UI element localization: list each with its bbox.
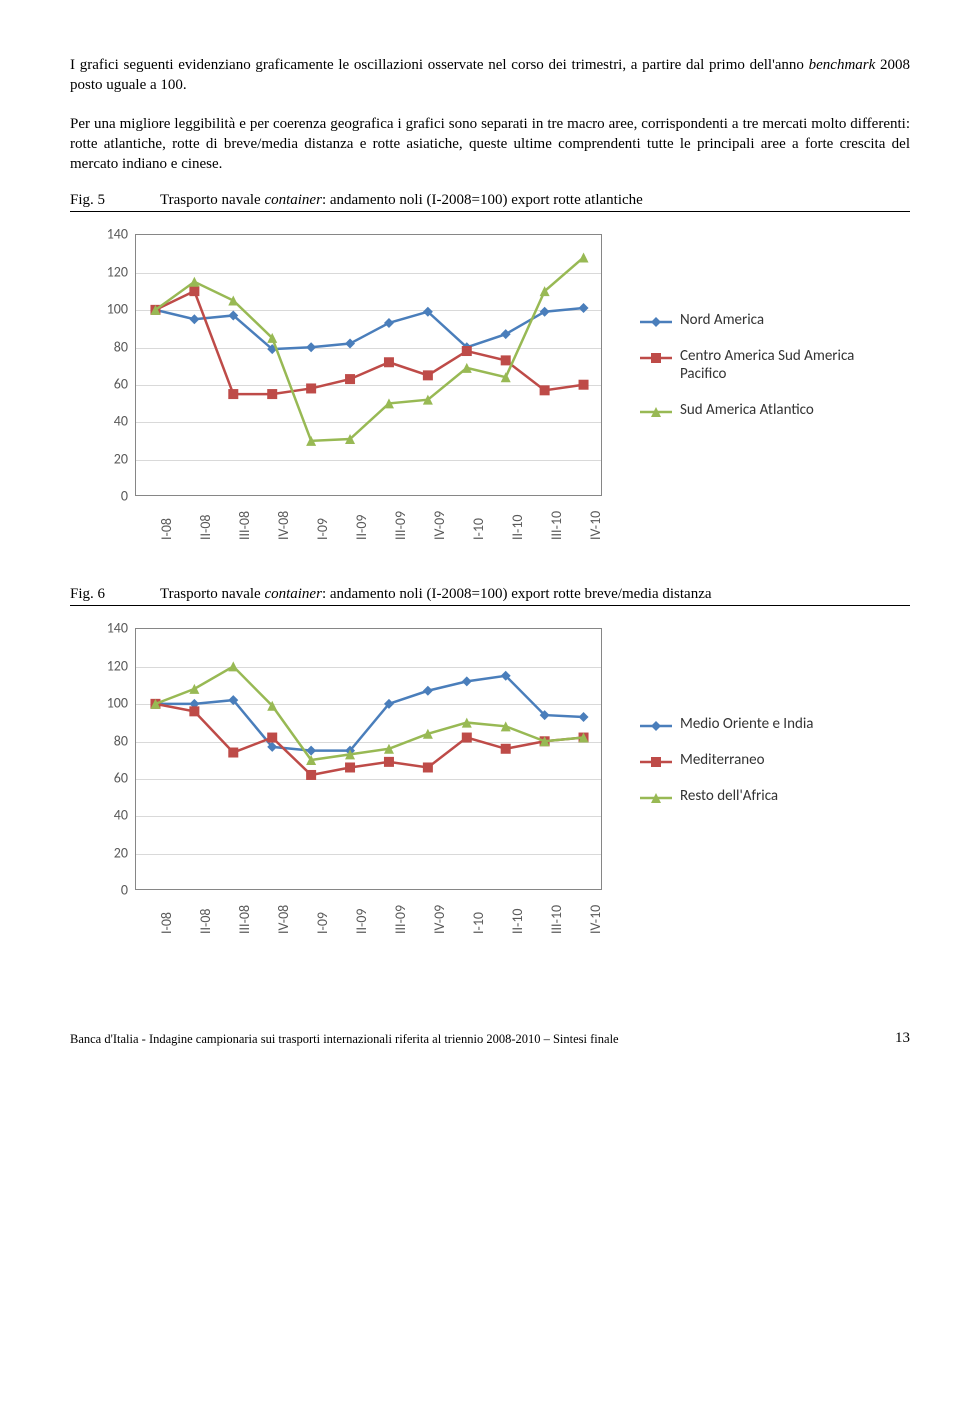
ytick-label: 0 bbox=[90, 488, 128, 505]
page-number: 13 bbox=[895, 1030, 910, 1047]
fig5-label: Fig. 5 bbox=[70, 192, 160, 209]
ytick-label: 80 bbox=[90, 732, 128, 749]
xtick-label: IV-10 bbox=[587, 511, 603, 540]
xtick-label: II-08 bbox=[197, 515, 213, 541]
ytick-label: 140 bbox=[90, 226, 128, 243]
legend-item: Medio Oriente e India bbox=[640, 715, 813, 733]
ytick-label: 80 bbox=[90, 338, 128, 355]
xtick-label: III-10 bbox=[548, 905, 564, 934]
ytick-label: 0 bbox=[90, 882, 128, 899]
legend-item: Sud America Atlantico bbox=[640, 401, 860, 419]
page-footer: Banca d'Italia - Indagine campionaria su… bbox=[70, 1030, 910, 1047]
fig6-title: Trasporto navale container: andamento no… bbox=[160, 586, 712, 603]
xtick-label: IV-09 bbox=[431, 905, 447, 934]
xtick-label: I-09 bbox=[314, 518, 330, 540]
xtick-label: IV-10 bbox=[587, 905, 603, 934]
xtick-label: II-10 bbox=[509, 909, 525, 935]
ytick-label: 120 bbox=[90, 657, 128, 674]
legend-item: Resto dell'Africa bbox=[640, 787, 813, 805]
legend-label: Nord America bbox=[680, 311, 764, 329]
fig5-title: Trasporto navale container: andamento no… bbox=[160, 192, 643, 209]
xtick-label: IV-08 bbox=[275, 905, 291, 934]
legend-label: Mediterraneo bbox=[680, 751, 765, 769]
legend-label: Resto dell'Africa bbox=[680, 787, 778, 805]
legend-label: Sud America Atlantico bbox=[680, 401, 814, 419]
chart-fig6: 0 20 40 60 80 100 120 140 I-08 II-08 III-08 IV-08 I-… bbox=[90, 620, 910, 950]
fig6-caption: Fig. 6 Trasporto navale container: andam… bbox=[70, 586, 910, 606]
legend-label: Medio Oriente e India bbox=[680, 715, 813, 733]
xtick-label: III-08 bbox=[236, 905, 252, 934]
intro-paragraph-1: I grafici seguenti evidenziano graficame… bbox=[70, 55, 910, 96]
legend-label: Centro America Sud America Pacifico bbox=[680, 347, 860, 383]
p1-a: I grafici seguenti evidenziano graficame… bbox=[70, 57, 809, 73]
xtick-label: I-08 bbox=[158, 912, 174, 934]
xtick-label: I-10 bbox=[470, 518, 486, 540]
ytick-label: 60 bbox=[90, 375, 128, 392]
xtick-label: I-09 bbox=[314, 912, 330, 934]
legend-item: Mediterraneo bbox=[640, 751, 813, 769]
ytick-label: 60 bbox=[90, 769, 128, 786]
xtick-label: III-09 bbox=[392, 511, 408, 540]
p1-italic: benchmark bbox=[809, 57, 876, 73]
fig6-label: Fig. 6 bbox=[70, 586, 160, 603]
xtick-label: I-08 bbox=[158, 518, 174, 540]
xtick-label: IV-09 bbox=[431, 511, 447, 540]
ytick-label: 40 bbox=[90, 413, 128, 430]
fig5-caption: Fig. 5 Trasporto navale container: andam… bbox=[70, 192, 910, 212]
footer-text: Banca d'Italia - Indagine campionaria su… bbox=[70, 1032, 619, 1047]
xtick-label: II-10 bbox=[509, 515, 525, 541]
ytick-label: 120 bbox=[90, 263, 128, 280]
chart-fig5: 0 20 40 60 80 100 120 140 I-08 II-08 III-08 IV-08 I-… bbox=[90, 226, 910, 556]
ytick-label: 140 bbox=[90, 620, 128, 637]
ytick-label: 20 bbox=[90, 844, 128, 861]
xtick-label: III-08 bbox=[236, 511, 252, 540]
ytick-label: 100 bbox=[90, 301, 128, 318]
xtick-label: III-09 bbox=[392, 905, 408, 934]
ytick-label: 100 bbox=[90, 695, 128, 712]
xtick-label: II-09 bbox=[353, 909, 369, 935]
xtick-label: IV-08 bbox=[275, 511, 291, 540]
xtick-label: I-10 bbox=[470, 912, 486, 934]
xtick-label: III-10 bbox=[548, 511, 564, 540]
intro-paragraph-2: Per una migliore leggibilità e per coere… bbox=[70, 114, 910, 175]
legend-item: Centro America Sud America Pacifico bbox=[640, 347, 860, 383]
xtick-label: II-09 bbox=[353, 515, 369, 541]
legend-item: Nord America bbox=[640, 311, 860, 329]
ytick-label: 20 bbox=[90, 450, 128, 467]
ytick-label: 40 bbox=[90, 807, 128, 824]
xtick-label: II-08 bbox=[197, 909, 213, 935]
